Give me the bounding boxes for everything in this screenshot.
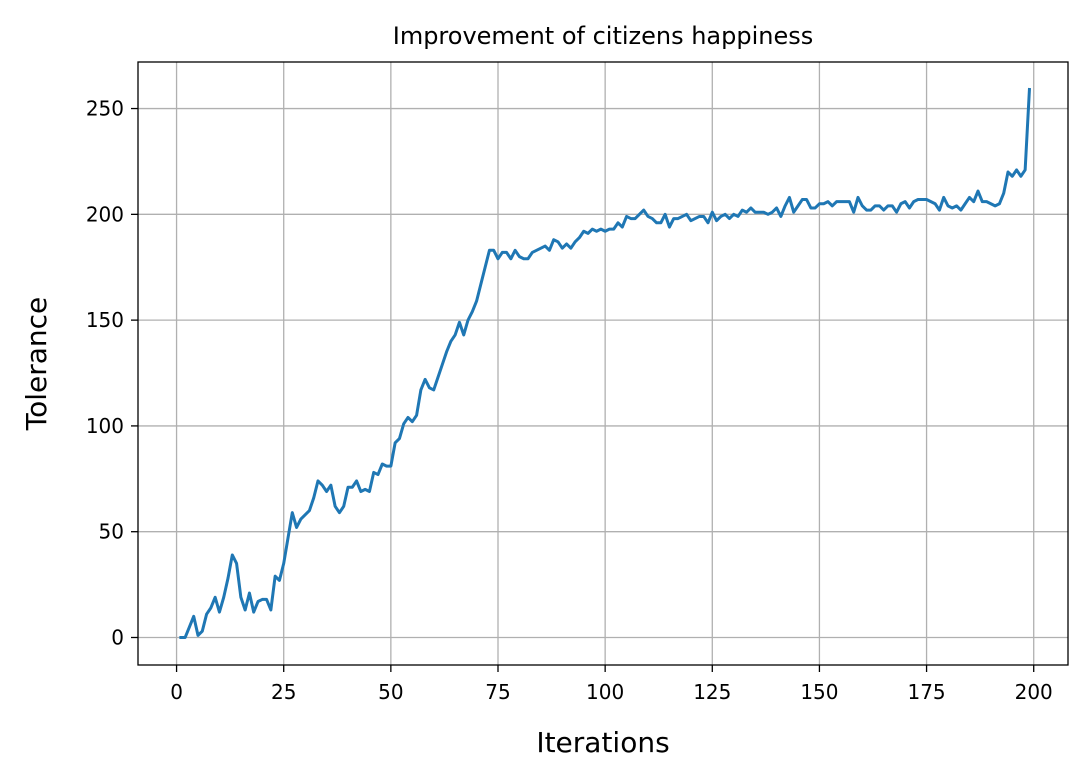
series-line-0 bbox=[179, 87, 1032, 639]
x-tick-label: 200 bbox=[1015, 680, 1053, 704]
x-tick-label: 100 bbox=[586, 680, 624, 704]
y-tick-label: 150 bbox=[86, 308, 124, 332]
y-tick-label: 250 bbox=[86, 97, 124, 121]
x-tick-label: 150 bbox=[800, 680, 838, 704]
y-axis-label: Tolerance bbox=[20, 297, 53, 432]
grid-lines bbox=[138, 62, 1068, 665]
plot-frame bbox=[137, 61, 1069, 666]
series-group bbox=[179, 87, 1032, 639]
chart-title: Improvement of citizens happiness bbox=[393, 22, 814, 50]
y-tick-label: 200 bbox=[86, 202, 124, 226]
x-tick-label: 0 bbox=[170, 680, 183, 704]
x-tick-label: 175 bbox=[907, 680, 945, 704]
x-axis-ticks: 0 25 50 75 100 125 150 175 200 bbox=[170, 665, 1053, 704]
y-tick-label: 0 bbox=[111, 625, 124, 649]
x-tick-label: 25 bbox=[271, 680, 296, 704]
x-tick-label: 50 bbox=[378, 680, 403, 704]
y-axis-ticks: 0 50 100 150 200 250 bbox=[86, 97, 138, 649]
y-tick-label: 100 bbox=[86, 414, 124, 438]
x-tick-label: 75 bbox=[485, 680, 510, 704]
y-tick-label: 50 bbox=[99, 520, 124, 544]
x-tick-label: 125 bbox=[693, 680, 731, 704]
x-axis-label: Iterations bbox=[536, 726, 669, 759]
